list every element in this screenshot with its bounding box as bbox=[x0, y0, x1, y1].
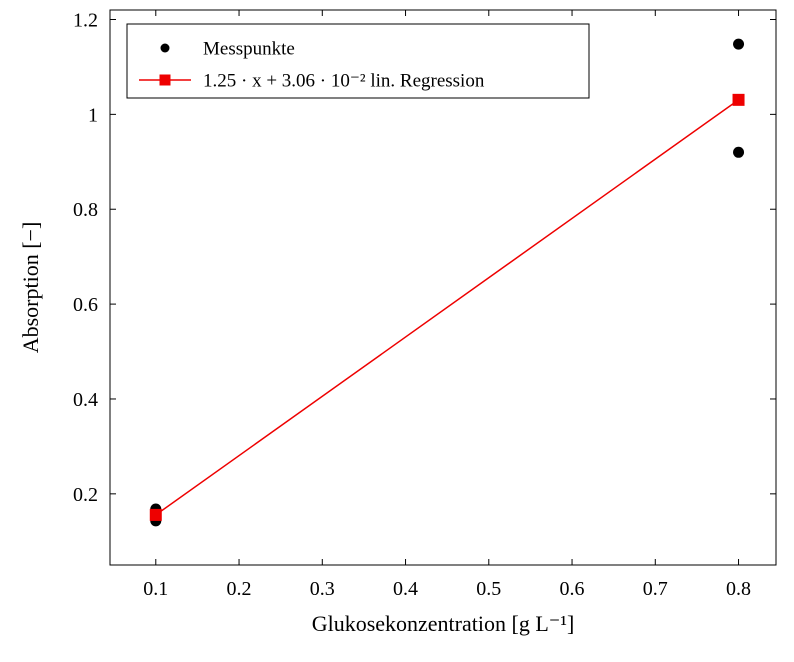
x-tick-label: 0.4 bbox=[393, 578, 418, 600]
y-axis-label: Absorption [−] bbox=[18, 222, 43, 354]
x-tick-label: 0.8 bbox=[726, 578, 751, 600]
data-point bbox=[733, 146, 745, 158]
legend: Messpunkte 1.25 · x + 3.06 · 10⁻² lin. Re… bbox=[126, 23, 590, 99]
data-point bbox=[733, 38, 745, 50]
x-tick-label: 0.6 bbox=[560, 578, 585, 600]
y-tick-label: 0.4 bbox=[73, 389, 98, 411]
y-tick-label: 1 bbox=[88, 104, 98, 126]
legend-box bbox=[126, 23, 590, 99]
x-tick-label: 0.7 bbox=[643, 578, 668, 600]
regression-square-marker bbox=[149, 508, 162, 521]
legend-circle-marker bbox=[160, 43, 170, 53]
y-tick-label: 1.2 bbox=[73, 9, 98, 31]
y-tick-label: 0.6 bbox=[73, 294, 98, 316]
plot-frame bbox=[109, 9, 777, 566]
x-tick-label: 0.3 bbox=[310, 578, 335, 600]
x-axis-label: Glukosekonzentration [g L⁻¹] bbox=[312, 611, 575, 636]
legend-entry-label: 1.25 · x + 3.06 · 10⁻² lin. Regression bbox=[203, 71, 485, 92]
x-tick-label: 0.5 bbox=[476, 578, 501, 600]
y-tick-label: 0.8 bbox=[73, 199, 98, 221]
x-tick-label: 0.1 bbox=[143, 578, 168, 600]
legend-square-marker bbox=[159, 74, 171, 86]
x-tick-label: 0.2 bbox=[227, 578, 252, 600]
regression-line bbox=[155, 99, 739, 516]
legend-entry-label: Messpunkte bbox=[203, 39, 295, 60]
y-tick-label: 0.2 bbox=[73, 484, 98, 506]
regression-square-marker bbox=[732, 93, 745, 106]
